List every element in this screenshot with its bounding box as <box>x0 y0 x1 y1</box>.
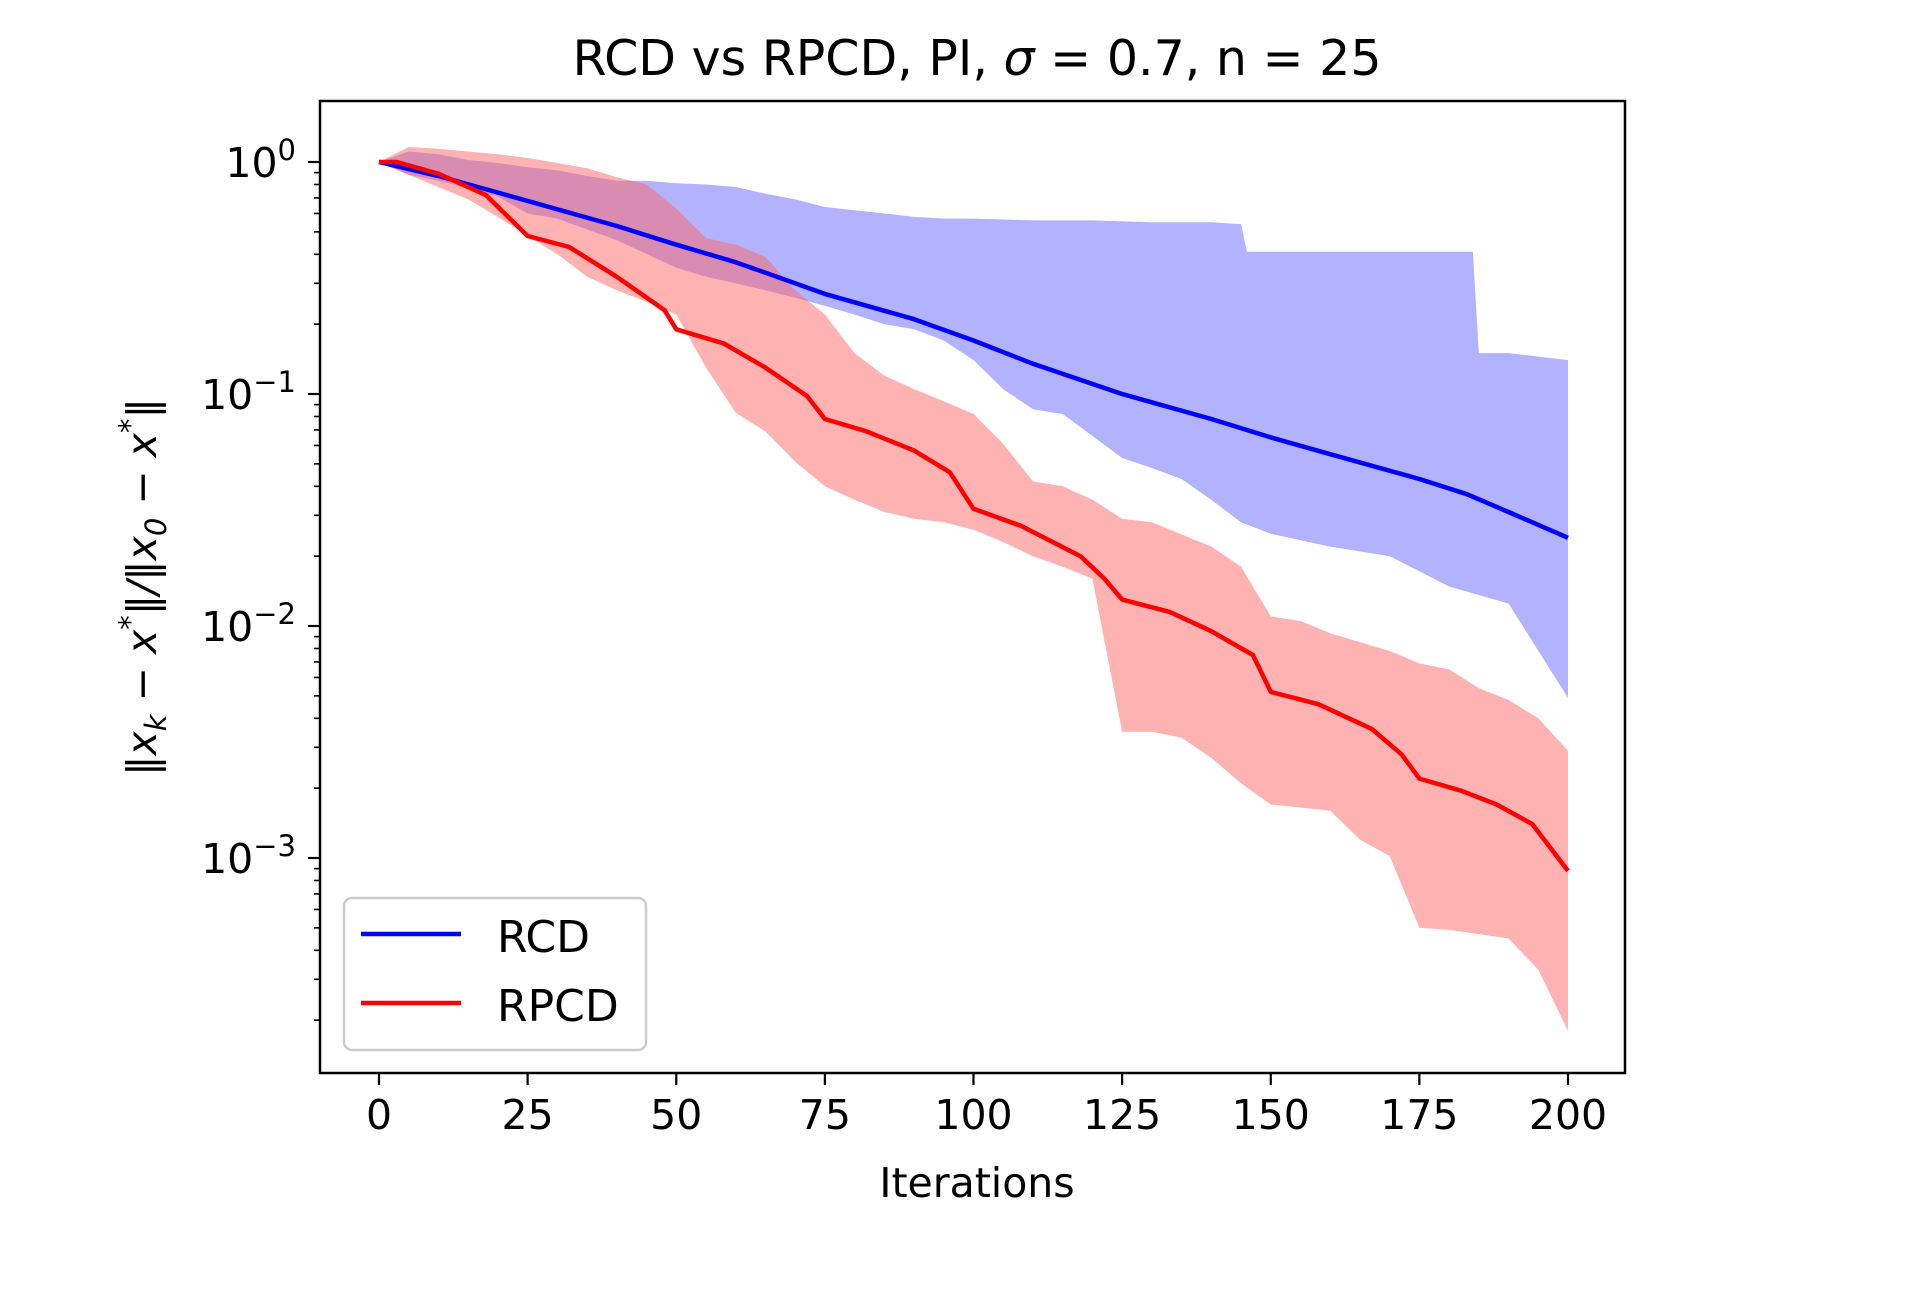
legend-label-rpcd: RPCD <box>497 981 619 1032</box>
y-tick-label: 10−2 <box>201 597 296 651</box>
plot-area <box>378 147 1570 1031</box>
legend: RCD RPCD <box>342 896 648 1052</box>
legend-label-rcd: RCD <box>497 912 590 963</box>
rpcd-mean-line <box>379 159 1570 873</box>
chart-title: RCD vs RPCD, PI, σ = 0.7, n = 25 <box>572 30 1381 87</box>
x-axis-label: Iterations <box>879 1159 1074 1207</box>
y-axis: 100 10−1 10−2 10−3 <box>201 133 320 1021</box>
x-tick-label: 200 <box>1529 1091 1607 1139</box>
rcd-spread-band <box>379 151 1568 698</box>
x-tick-label: 175 <box>1380 1091 1458 1139</box>
y-tick-label: 10−3 <box>201 829 296 883</box>
rcd-mean-line <box>378 159 1569 540</box>
y-axis-label: ‖xk − x*‖/‖x0 − x*‖ <box>113 398 173 776</box>
y-tick-label: 10−1 <box>201 365 296 419</box>
x-tick-label: 125 <box>1083 1091 1161 1139</box>
x-tick-label: 150 <box>1232 1091 1310 1139</box>
x-tick-label: 75 <box>799 1091 851 1139</box>
x-tick-label: 100 <box>934 1091 1012 1139</box>
x-tick-label: 50 <box>650 1091 702 1139</box>
title-suffix: = 0.7, n = 25 <box>1035 30 1382 87</box>
title-prefix: RCD vs RPCD, PI, <box>572 30 1003 87</box>
title-sigma: σ <box>1004 30 1037 87</box>
x-tick-label: 25 <box>502 1091 554 1139</box>
y-tick-label: 100 <box>225 133 296 187</box>
x-tick-label: 0 <box>366 1091 392 1139</box>
x-axis: 0 25 50 75 100 125 150 175 200 <box>366 1073 1607 1139</box>
